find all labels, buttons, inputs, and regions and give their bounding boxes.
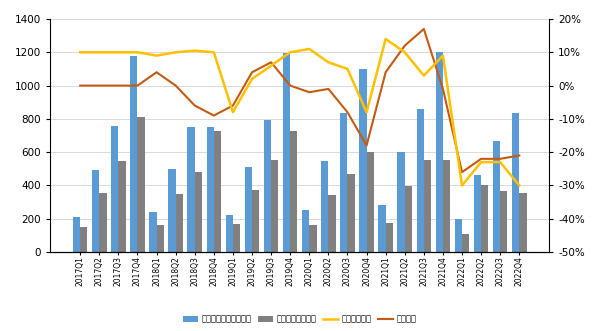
Bar — [233, 224, 240, 252]
Bar — [118, 161, 125, 252]
经营收入同比 — [458, 183, 466, 187]
Bar — [321, 161, 328, 252]
Bar — [512, 113, 519, 252]
Bar — [328, 195, 335, 252]
Bar — [80, 227, 88, 252]
经营收入同比 — [363, 110, 370, 114]
Bar — [187, 127, 195, 252]
利润同比 — [191, 104, 199, 108]
Bar — [206, 127, 214, 252]
经营收入同比 — [401, 50, 409, 54]
Bar — [493, 141, 500, 252]
利润同比 — [96, 84, 103, 88]
经营收入同比 — [172, 50, 179, 54]
Bar — [462, 234, 469, 252]
Bar — [309, 224, 317, 252]
利润同比 — [115, 84, 122, 88]
Bar — [195, 172, 202, 252]
Bar — [290, 130, 298, 252]
利润同比 — [153, 70, 160, 74]
Bar — [455, 219, 462, 252]
经营收入同比 — [191, 49, 199, 53]
利润同比 — [287, 84, 294, 88]
Bar — [137, 117, 145, 252]
Bar — [176, 194, 183, 252]
利润同比 — [229, 104, 236, 108]
Bar — [443, 161, 450, 252]
利润同比 — [248, 70, 256, 74]
经营收入同比 — [305, 47, 313, 51]
Bar — [416, 109, 424, 252]
Bar — [264, 120, 271, 252]
利润同比 — [325, 87, 332, 91]
Bar — [214, 130, 221, 252]
Bar — [157, 224, 164, 252]
经营收入同比 — [478, 160, 485, 164]
利润同比 — [172, 84, 179, 88]
Bar — [359, 69, 367, 252]
Bar — [436, 52, 443, 252]
Bar — [405, 186, 412, 252]
经营收入同比 — [344, 67, 351, 71]
利润同比 — [439, 87, 446, 91]
Bar — [283, 53, 290, 252]
Line: 经营收入同比: 经营收入同比 — [80, 39, 519, 185]
Bar — [367, 152, 374, 252]
Bar — [519, 193, 527, 252]
经营收入同比 — [325, 60, 332, 64]
利润同比 — [497, 157, 504, 161]
经营收入同比 — [77, 50, 84, 54]
利润同比 — [458, 170, 466, 174]
Bar — [340, 113, 347, 252]
经营收入同比 — [134, 50, 141, 54]
Bar — [397, 152, 405, 252]
利润同比 — [268, 60, 275, 64]
利润同比 — [77, 84, 84, 88]
Bar — [111, 125, 118, 252]
Bar — [149, 212, 157, 252]
Line: 利润同比: 利润同比 — [80, 29, 519, 172]
经营收入同比 — [268, 64, 275, 68]
经营收入同比 — [115, 50, 122, 54]
经营收入同比 — [248, 77, 256, 81]
Bar — [424, 161, 431, 252]
Bar — [252, 190, 259, 252]
经营收入同比 — [439, 54, 446, 58]
Bar — [245, 167, 252, 252]
利润同比 — [363, 144, 370, 148]
Legend: 经营收入累计（亿元）, 利润累计（亿元）, 经营收入同比, 利润同比: 经营收入累计（亿元）, 利润累计（亿元）, 经营收入同比, 利润同比 — [180, 311, 420, 327]
利润同比 — [134, 84, 141, 88]
Bar — [271, 160, 278, 252]
经营收入同比 — [287, 50, 294, 54]
Bar — [386, 223, 393, 252]
Bar — [302, 211, 309, 252]
利润同比 — [401, 44, 409, 48]
经营收入同比 — [497, 160, 504, 164]
Bar — [500, 191, 508, 252]
利润同比 — [420, 27, 427, 31]
Bar — [379, 205, 386, 252]
经营收入同比 — [515, 183, 523, 187]
利润同比 — [344, 110, 351, 114]
利润同比 — [515, 154, 523, 158]
利润同比 — [478, 157, 485, 161]
Bar — [474, 175, 481, 252]
利润同比 — [210, 114, 217, 118]
经营收入同比 — [382, 37, 389, 41]
经营收入同比 — [153, 54, 160, 58]
Bar — [169, 169, 176, 252]
Bar — [73, 217, 80, 252]
Bar — [130, 57, 137, 252]
经营收入同比 — [210, 50, 217, 54]
Bar — [481, 185, 488, 252]
经营收入同比 — [229, 110, 236, 114]
Bar — [226, 214, 233, 252]
经营收入同比 — [420, 73, 427, 77]
利润同比 — [305, 90, 313, 94]
Bar — [347, 174, 355, 252]
利润同比 — [382, 70, 389, 74]
Bar — [100, 193, 107, 252]
经营收入同比 — [96, 50, 103, 54]
Bar — [92, 170, 100, 252]
